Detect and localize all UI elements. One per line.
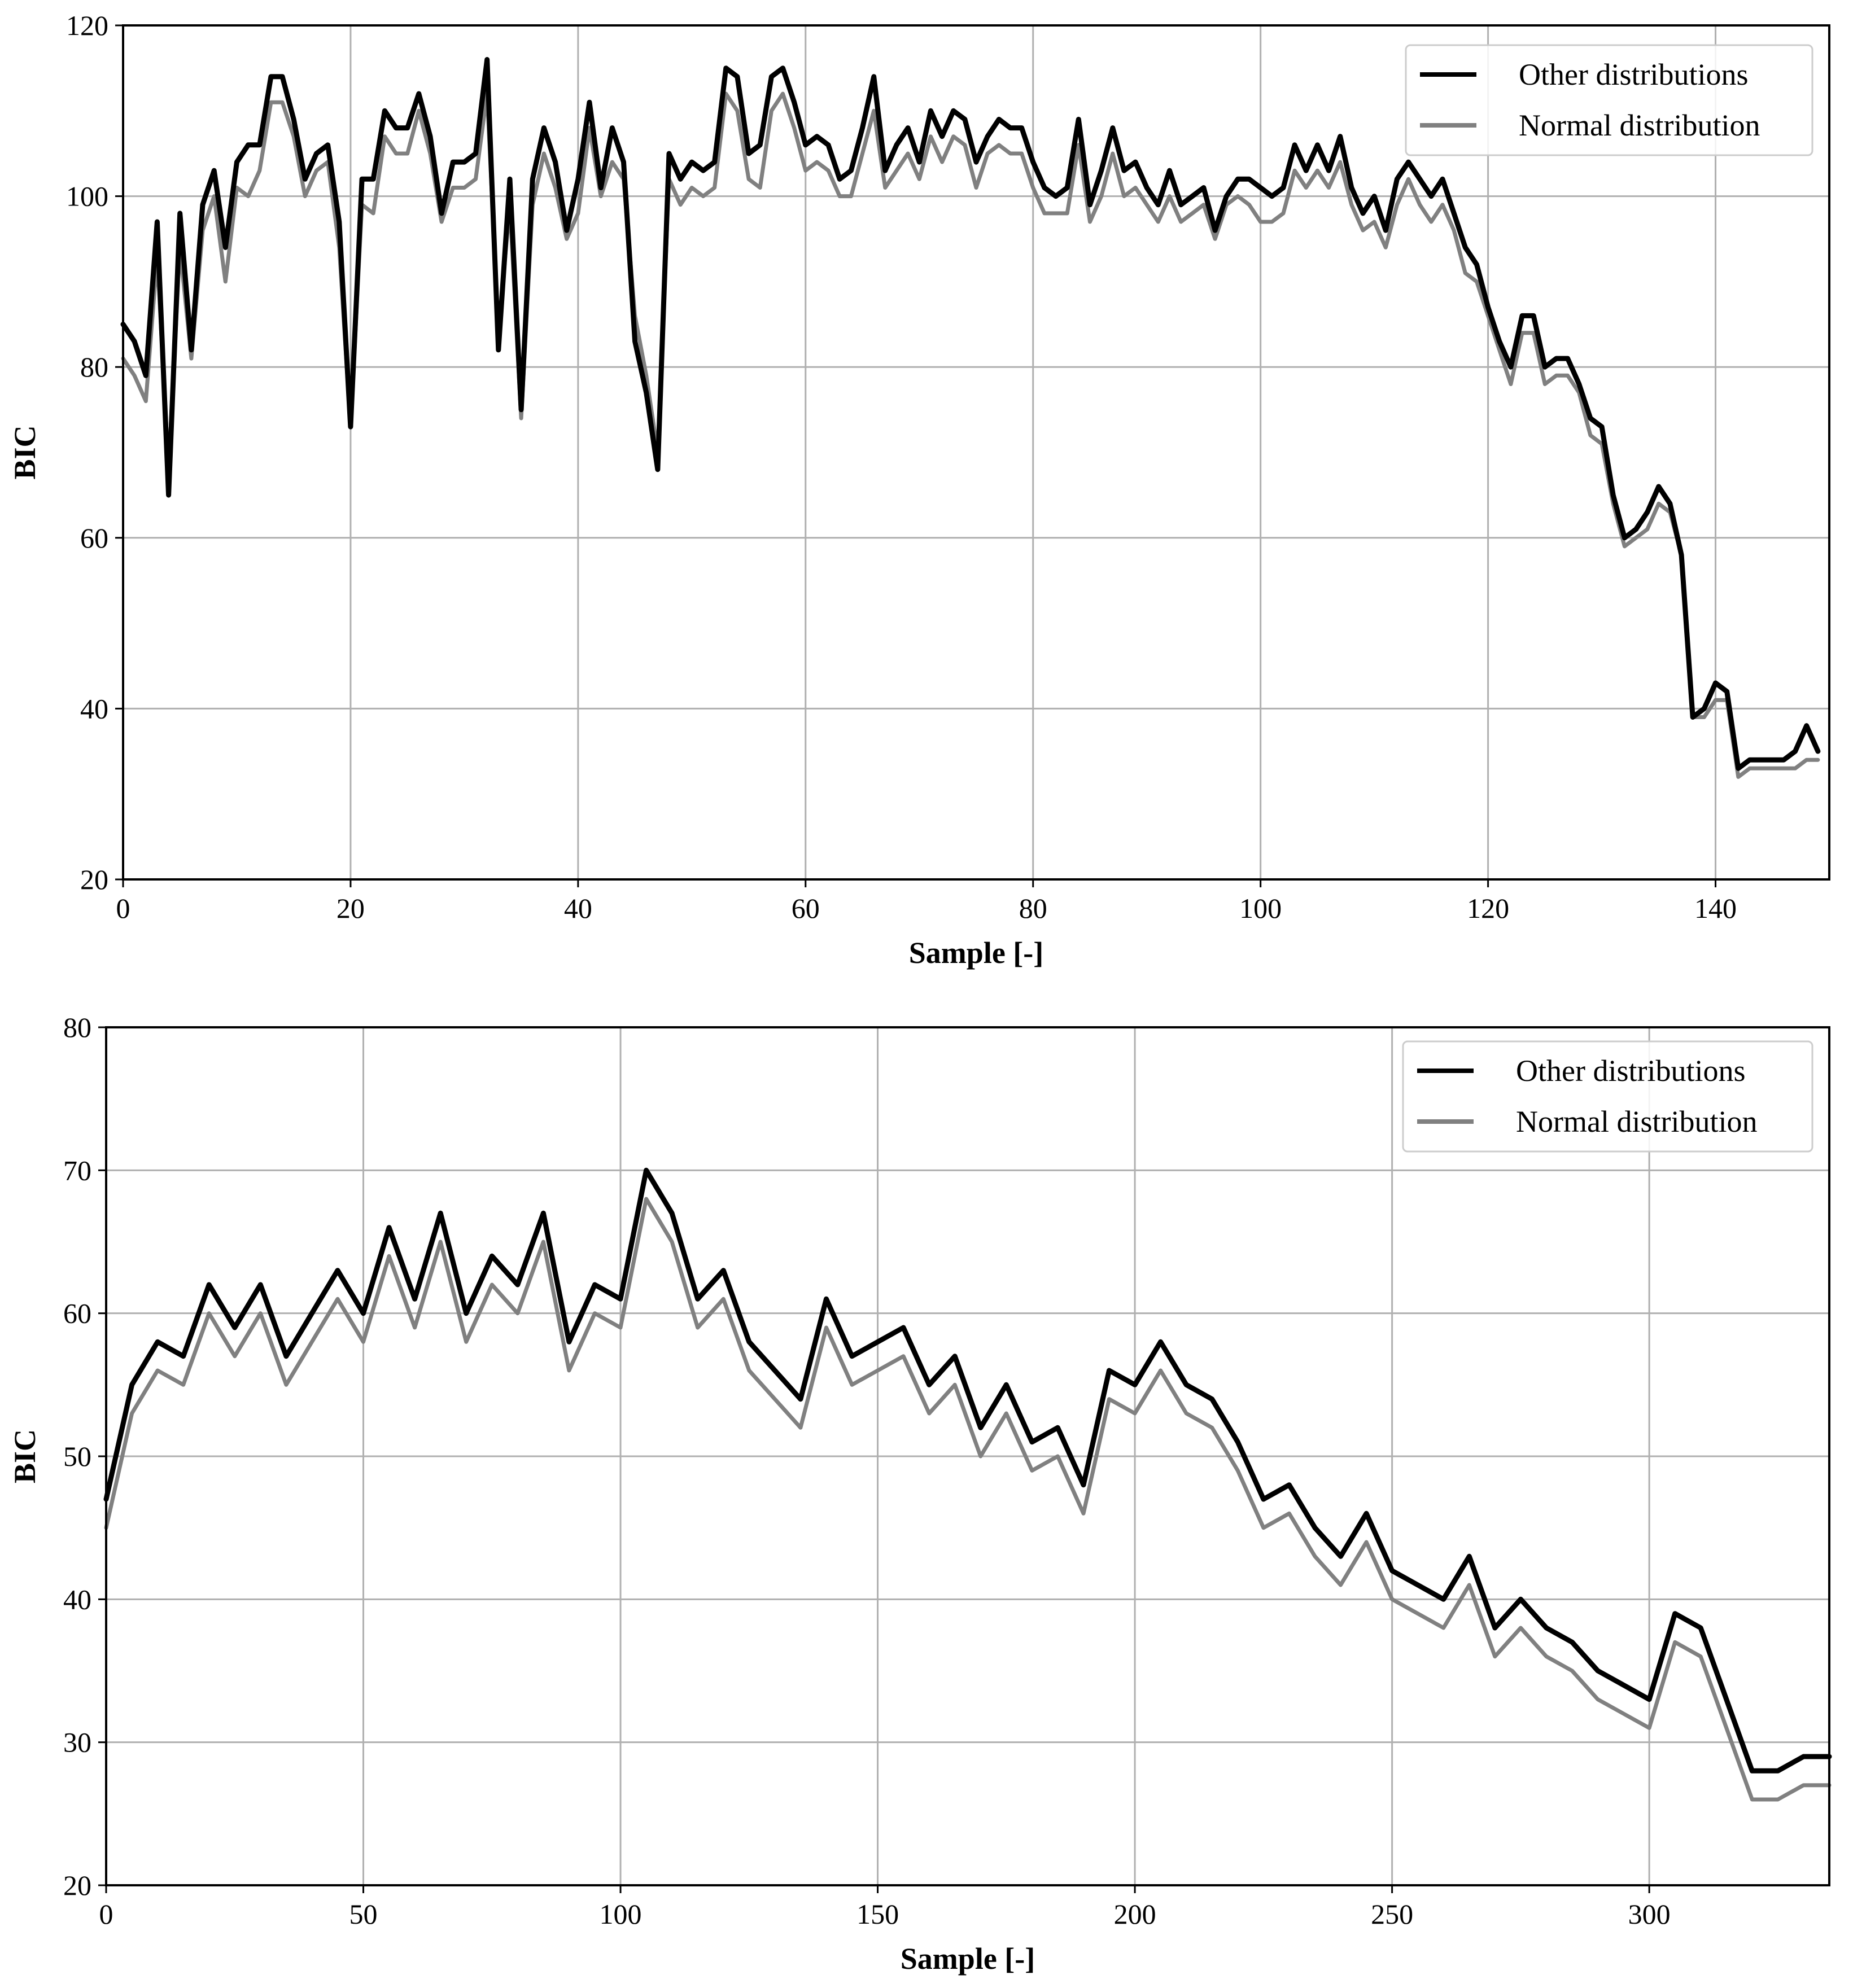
chart-top: 0 20 40 60 80 100 120 140 20 40 60 80 100 120 Sample […	[8, 10, 1830, 970]
x-tick-label: 60	[792, 892, 820, 924]
series-line-other	[120, 57, 1821, 771]
legend-label-normal: Normal distribution	[1519, 108, 1760, 142]
y-tick-label: 40	[63, 1583, 91, 1615]
x-tick-label: 100	[600, 1898, 642, 1930]
legend-label-other: Other distributions	[1519, 58, 1748, 91]
y-tick-label: 20	[63, 1869, 91, 1901]
series-line-normal	[104, 1197, 1832, 1802]
legend: Other distributions Normal distribution	[1405, 44, 1813, 156]
y-tick-label: 50	[63, 1440, 91, 1472]
x-tick-label: 100	[1239, 892, 1282, 924]
x-tick-label: 50	[349, 1898, 378, 1930]
series-line-other	[103, 1167, 1832, 1774]
y-tick-label: 80	[80, 351, 108, 383]
x-tick-label: 20	[336, 892, 365, 924]
x-tick-label: 200	[1114, 1898, 1156, 1930]
legend-label-normal: Normal distribution	[1516, 1105, 1757, 1138]
y-tick-label: 60	[63, 1298, 91, 1329]
y-tick-label: 20	[80, 864, 108, 895]
x-tick-label: 80	[1019, 892, 1047, 924]
legend: Other distributions Normal distribution	[1402, 1040, 1813, 1153]
x-tick-label: 250	[1371, 1898, 1413, 1930]
axes-frame	[122, 24, 1830, 881]
legend-label-other: Other distributions	[1516, 1054, 1745, 1088]
series-line-normal	[121, 91, 1820, 779]
chart-bottom: 0 50 100 150 200 250 300 20 30 40 50 60 70 80 Sample […	[8, 1011, 1832, 1976]
x-tick-label: 120	[1467, 892, 1509, 924]
y-axis-label: BIC	[8, 425, 42, 479]
legend-box	[1405, 44, 1813, 156]
x-tick-label: 40	[564, 892, 592, 924]
x-tick-label: 300	[1628, 1898, 1671, 1930]
x-tick-label: 150	[856, 1898, 899, 1930]
x-tick-label: 0	[116, 892, 130, 924]
y-tick-label: 40	[80, 693, 108, 724]
y-tick-label: 100	[66, 181, 108, 212]
x-axis-label: Sample [-]	[901, 1942, 1035, 1976]
x-axis-label: Sample [-]	[909, 936, 1043, 970]
y-tick-label: 70	[63, 1154, 91, 1186]
y-tick-label: 30	[63, 1727, 91, 1758]
y-axis-label: BIC	[8, 1429, 42, 1483]
x-tick-label: 140	[1694, 892, 1737, 924]
legend-box	[1402, 1040, 1813, 1153]
y-tick-label: 60	[80, 522, 108, 554]
x-tick-label: 0	[99, 1898, 113, 1930]
y-tick-label: 80	[63, 1011, 91, 1043]
y-tick-label: 120	[66, 10, 108, 41]
